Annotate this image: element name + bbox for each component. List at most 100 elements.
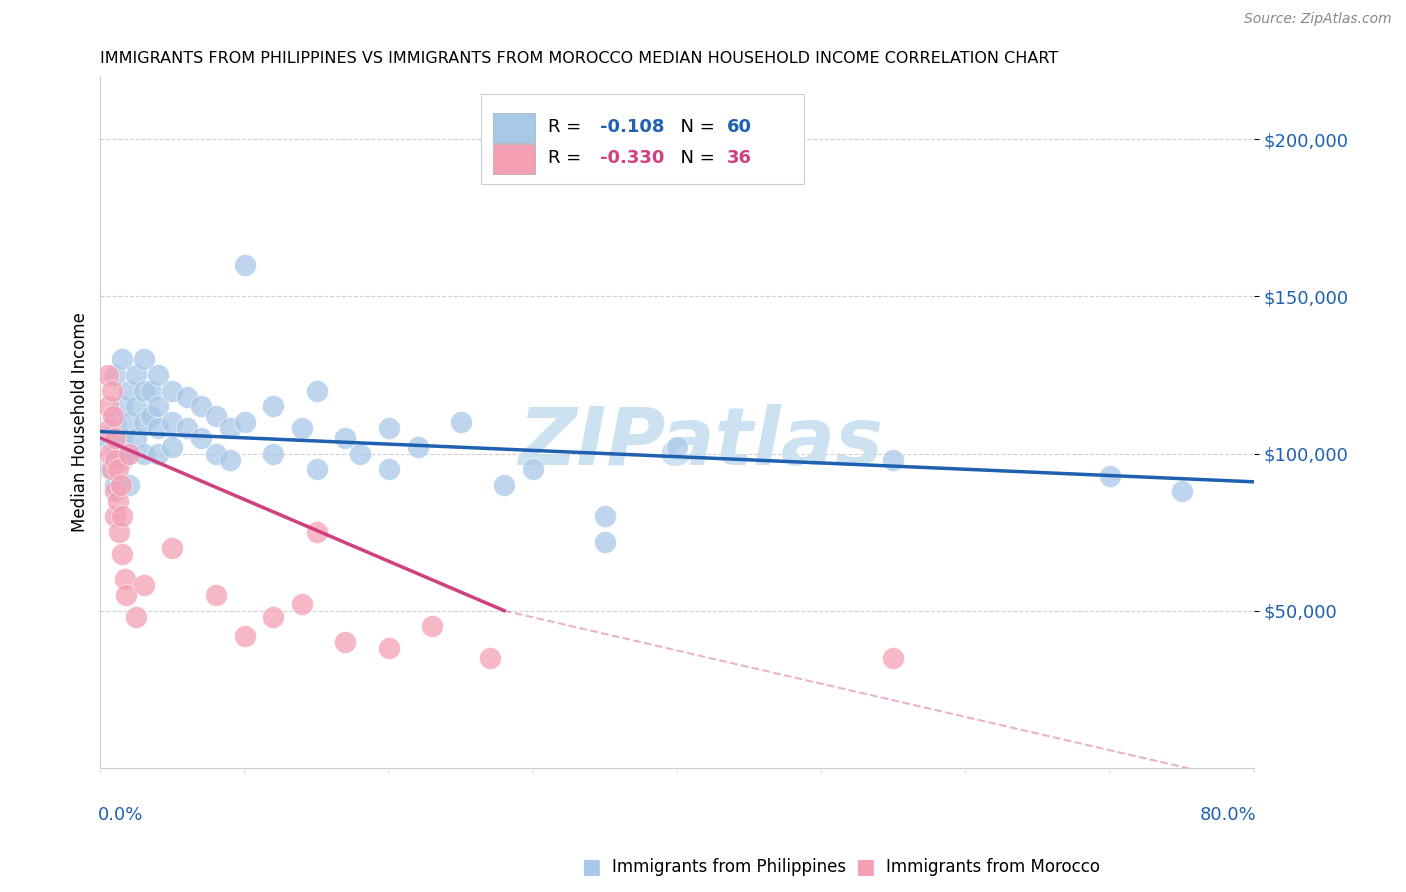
Point xyxy=(104,484,127,499)
Point xyxy=(593,509,616,524)
Point xyxy=(111,431,134,445)
Point xyxy=(111,547,134,561)
Point xyxy=(335,431,357,445)
Point xyxy=(111,509,134,524)
Point xyxy=(104,415,127,429)
Point xyxy=(107,493,129,508)
Point xyxy=(132,415,155,429)
Point xyxy=(132,578,155,592)
Point xyxy=(204,446,226,460)
FancyBboxPatch shape xyxy=(492,112,536,143)
Point xyxy=(204,409,226,423)
Point xyxy=(377,462,399,476)
Point xyxy=(100,462,122,476)
Point xyxy=(377,421,399,435)
Text: ■: ■ xyxy=(855,857,875,877)
Point xyxy=(291,598,314,612)
Point xyxy=(450,415,472,429)
Point xyxy=(146,400,169,414)
Text: ■: ■ xyxy=(581,857,600,877)
Point xyxy=(104,368,127,382)
Point xyxy=(204,588,226,602)
Point xyxy=(101,462,124,476)
Text: ZIPatlas: ZIPatlas xyxy=(517,404,883,482)
Point xyxy=(406,440,429,454)
Point xyxy=(104,478,127,492)
Point xyxy=(522,462,544,476)
Point xyxy=(104,446,127,460)
Point xyxy=(335,635,357,649)
Point xyxy=(107,462,129,476)
Y-axis label: Median Household Income: Median Household Income xyxy=(72,312,89,532)
Point xyxy=(103,409,125,423)
Point xyxy=(110,478,132,492)
Point xyxy=(420,619,443,633)
Point xyxy=(97,431,120,445)
Point xyxy=(176,421,198,435)
Point xyxy=(118,446,141,460)
Point xyxy=(219,453,242,467)
Text: Immigrants from Morocco: Immigrants from Morocco xyxy=(886,858,1099,876)
Point xyxy=(118,478,141,492)
Point xyxy=(190,400,212,414)
Point xyxy=(262,400,284,414)
Point xyxy=(132,446,155,460)
Point xyxy=(162,415,184,429)
Text: N =: N = xyxy=(669,149,721,167)
Point xyxy=(593,534,616,549)
Point xyxy=(162,541,184,555)
Point xyxy=(118,384,141,398)
Text: N =: N = xyxy=(669,118,721,136)
Point xyxy=(494,478,516,492)
Point xyxy=(882,650,904,665)
Point xyxy=(125,368,148,382)
Text: IMMIGRANTS FROM PHILIPPINES VS IMMIGRANTS FROM MOROCCO MEDIAN HOUSEHOLD INCOME C: IMMIGRANTS FROM PHILIPPINES VS IMMIGRANT… xyxy=(100,51,1059,66)
Point xyxy=(146,421,169,435)
Text: Immigrants from Philippines: Immigrants from Philippines xyxy=(612,858,846,876)
Point xyxy=(305,384,328,398)
Point xyxy=(104,431,127,445)
Point xyxy=(101,384,124,398)
Text: -0.330: -0.330 xyxy=(600,149,664,167)
Point xyxy=(219,421,242,435)
Point xyxy=(100,421,122,435)
Point xyxy=(233,258,256,272)
Point xyxy=(1098,468,1121,483)
Point xyxy=(100,446,122,460)
Point xyxy=(118,415,141,429)
Point xyxy=(104,509,127,524)
Point xyxy=(377,641,399,656)
Point xyxy=(666,440,689,454)
Text: -0.108: -0.108 xyxy=(600,118,665,136)
Point xyxy=(305,462,328,476)
Point xyxy=(233,629,256,643)
Point xyxy=(478,650,501,665)
Point xyxy=(125,431,148,445)
Point xyxy=(146,446,169,460)
Point xyxy=(132,384,155,398)
Text: 36: 36 xyxy=(727,149,752,167)
Text: R =: R = xyxy=(548,149,593,167)
Text: 80.0%: 80.0% xyxy=(1199,805,1257,823)
Point xyxy=(111,352,134,367)
Point xyxy=(262,446,284,460)
Point xyxy=(305,525,328,540)
Point xyxy=(146,368,169,382)
Point xyxy=(291,421,314,435)
Point xyxy=(162,384,184,398)
Point xyxy=(176,390,198,404)
Text: R =: R = xyxy=(548,118,593,136)
Point xyxy=(115,588,138,602)
Point xyxy=(1171,484,1194,499)
Text: 0.0%: 0.0% xyxy=(98,805,143,823)
Point xyxy=(114,572,136,586)
Point xyxy=(349,446,371,460)
Point xyxy=(111,400,134,414)
Point xyxy=(104,453,127,467)
Point xyxy=(139,409,162,423)
Point xyxy=(97,368,120,382)
Point xyxy=(108,525,131,540)
FancyBboxPatch shape xyxy=(492,144,536,174)
Point xyxy=(125,610,148,624)
FancyBboxPatch shape xyxy=(481,94,804,184)
